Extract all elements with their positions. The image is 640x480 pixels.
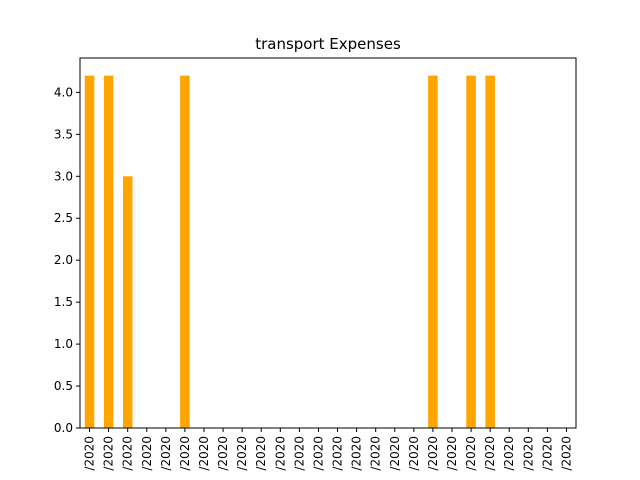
bar: [122, 176, 133, 428]
x-tick-label: /2020: [254, 436, 268, 471]
x-tick-label: /2020: [235, 436, 249, 471]
bar: [466, 75, 476, 428]
y-tick-label: 2.0: [54, 253, 73, 267]
y-tick-label: 1.5: [54, 295, 73, 309]
x-tick-label: /2020: [369, 436, 383, 471]
x-tick-label: /2020: [273, 436, 287, 471]
x-tick-label: /2020: [331, 436, 345, 471]
y-tick-label: 0.0: [54, 421, 73, 435]
bar: [180, 75, 190, 428]
bar-series: [84, 75, 495, 428]
y-tick-label: 2.5: [54, 211, 73, 225]
x-tick-label: /2020: [178, 436, 192, 471]
x-tick-label: /2020: [140, 436, 154, 471]
x-tick-label: /2020: [197, 436, 211, 471]
y-tick-label: 0.5: [54, 379, 73, 393]
bar: [84, 75, 95, 428]
x-tick-label: /2020: [216, 436, 230, 471]
bar: [485, 75, 495, 428]
y-tick-label: 3.0: [54, 169, 73, 183]
y-tick-label: 3.5: [54, 127, 73, 141]
x-tick-label: /2020: [521, 436, 535, 471]
y-tick-label: 1.0: [54, 337, 73, 351]
x-tick-label: /2020: [83, 436, 97, 471]
x-tick-label: /2020: [350, 436, 364, 471]
x-tick-label: /2020: [540, 436, 554, 471]
x-tick-label: /2020: [407, 436, 421, 471]
chart-title: transport Expenses: [255, 35, 401, 53]
x-axis: /2020/2020/2020/2020/2020/2020/2020/2020…: [83, 428, 573, 471]
x-tick-label: /2020: [292, 436, 306, 471]
x-tick-label: /2020: [426, 436, 440, 471]
x-tick-label: /2020: [121, 436, 135, 471]
x-tick-label: /2020: [502, 436, 516, 471]
bar: [428, 75, 438, 428]
x-tick-label: /2020: [559, 436, 573, 471]
bar: [103, 75, 114, 428]
x-tick-label: /2020: [311, 436, 325, 471]
x-tick-label: /2020: [102, 436, 116, 471]
x-tick-label: /2020: [445, 436, 459, 471]
y-axis: 0.0 0.5 1.0 1.5 2.0 2.5 3.0 3.5 4.0: [54, 85, 80, 435]
x-tick-label: /2020: [159, 436, 173, 471]
x-tick-label: /2020: [464, 436, 478, 471]
plot-frame: [79, 57, 577, 429]
x-tick-label: /2020: [483, 436, 497, 471]
y-tick-label: 4.0: [54, 85, 73, 99]
x-tick-label: /2020: [388, 436, 402, 471]
